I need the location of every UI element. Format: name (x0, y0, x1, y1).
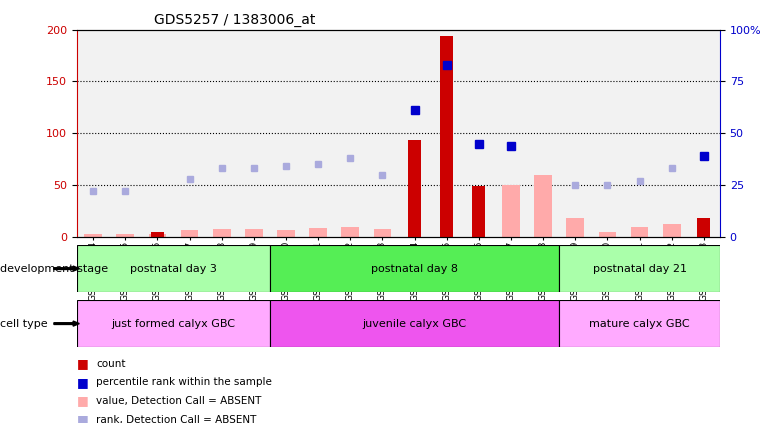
Bar (77, 300, 270, 347)
Bar (149, 234, 166, 237)
Bar (277, 230, 295, 237)
Bar (559, 245, 720, 292)
Bar (567, 218, 584, 237)
Bar (473, 186, 485, 237)
Bar (270, 300, 559, 347)
Text: ■: ■ (77, 413, 89, 423)
Text: mature calyx GBC: mature calyx GBC (589, 319, 690, 329)
Bar (181, 230, 199, 237)
Bar (84, 234, 102, 237)
Bar (270, 245, 559, 292)
Bar (116, 234, 134, 237)
Text: postnatal day 21: postnatal day 21 (593, 264, 687, 274)
Bar (310, 228, 327, 237)
Text: percentile rank within the sample: percentile rank within the sample (96, 377, 272, 387)
Bar (698, 218, 710, 237)
Bar (598, 232, 616, 237)
Text: juvenile calyx GBC: juvenile calyx GBC (363, 319, 467, 329)
Bar (534, 175, 552, 237)
Text: cell type: cell type (0, 319, 48, 329)
Bar (502, 185, 520, 237)
Text: rank, Detection Call = ABSENT: rank, Detection Call = ABSENT (96, 415, 256, 423)
Bar (440, 36, 453, 237)
Text: value, Detection Call = ABSENT: value, Detection Call = ABSENT (96, 396, 262, 406)
Bar (77, 245, 270, 292)
Bar (408, 140, 421, 237)
Bar (151, 232, 164, 237)
Bar (213, 228, 230, 237)
Bar (663, 225, 681, 237)
Text: ■: ■ (77, 376, 89, 389)
Bar (341, 227, 359, 237)
Bar (245, 228, 263, 237)
Text: development stage: development stage (0, 264, 108, 274)
Bar (373, 228, 391, 237)
Bar (631, 227, 648, 237)
Text: count: count (96, 359, 126, 369)
Bar (559, 300, 720, 347)
Text: postnatal day 3: postnatal day 3 (130, 264, 217, 274)
Text: GDS5257 / 1383006_at: GDS5257 / 1383006_at (154, 13, 316, 27)
Text: ■: ■ (77, 357, 89, 370)
Text: postnatal day 8: postnatal day 8 (371, 264, 458, 274)
Text: just formed calyx GBC: just formed calyx GBC (112, 319, 236, 329)
Text: ■: ■ (77, 395, 89, 407)
